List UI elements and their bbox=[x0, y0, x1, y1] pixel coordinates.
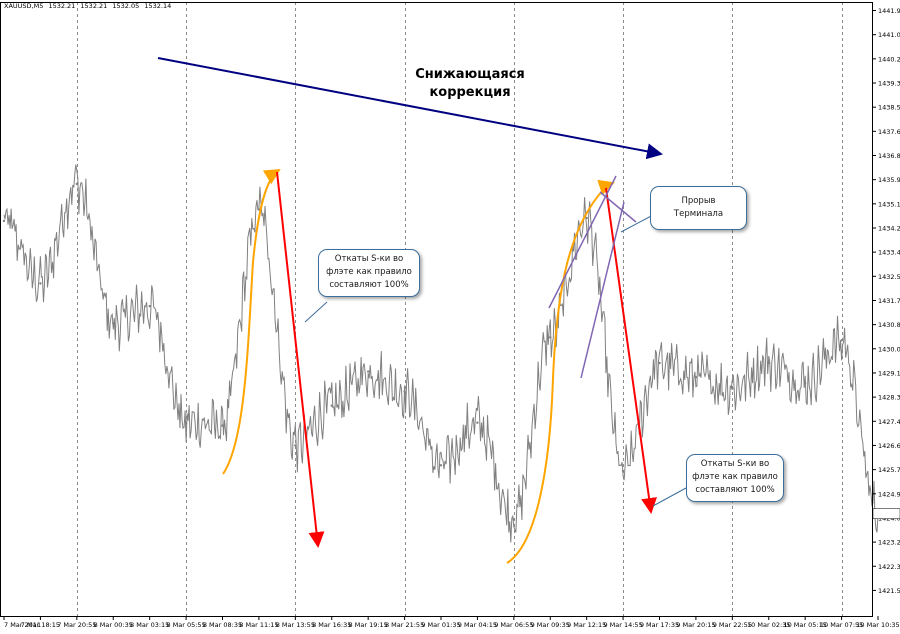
y-tick-label: 1424.90 bbox=[878, 490, 900, 498]
down-swing-right[interactable] bbox=[606, 188, 651, 512]
x-tick-label: 8 Mar 00:35 bbox=[94, 621, 133, 629]
price-point bbox=[403, 390, 405, 392]
callout-left-line3: составляют 100% bbox=[323, 279, 415, 292]
channel-line-2[interactable] bbox=[581, 202, 624, 378]
symbol-label: XAUUSD,M5 bbox=[4, 2, 43, 10]
y-tick-label: 1438.50 bbox=[878, 104, 900, 112]
correction-title[interactable]: Снижающаяся коррекция bbox=[400, 66, 540, 102]
drawing-objects bbox=[158, 58, 686, 563]
y-tick-label: 1423.20 bbox=[878, 539, 900, 547]
y-tick-label: 1427.45 bbox=[878, 418, 900, 426]
y-tick-label: 1430.00 bbox=[878, 345, 900, 353]
y-tick-label: 1430.85 bbox=[878, 321, 900, 329]
x-tick-label: 9 Mar 04:15 bbox=[458, 621, 497, 629]
y-tick-label: 1439.35 bbox=[878, 80, 900, 88]
x-tick-label: 9 Mar 20:15 bbox=[676, 621, 715, 629]
y-tick-label: 1435.10 bbox=[878, 200, 900, 208]
y-tick-label: 1437.65 bbox=[878, 128, 900, 136]
x-tick-label: 8 Mar 16:35 bbox=[312, 621, 351, 629]
x-tick-label: 8 Mar 11:15 bbox=[239, 621, 278, 629]
x-tick-label: 9 Mar 01:35 bbox=[421, 621, 460, 629]
correction-title-line1: Снижающаяся bbox=[400, 66, 540, 84]
down-swing-left[interactable] bbox=[277, 172, 318, 546]
price-point bbox=[695, 376, 697, 378]
x-tick-label: 7 Mar 20:55 bbox=[57, 621, 96, 629]
callout-left[interactable]: Откаты S-ки во флэте как правило составл… bbox=[318, 249, 420, 297]
callout-breakout-line2: Терминала bbox=[655, 208, 742, 221]
x-tick-label: 9 Mar 17:35 bbox=[640, 621, 679, 629]
price-point bbox=[622, 470, 624, 472]
callout-right-line2: флэте как правило bbox=[691, 471, 779, 484]
price-point bbox=[549, 336, 551, 338]
x-tick-label: 7 Mar 18:15 bbox=[21, 621, 60, 629]
price-point bbox=[476, 422, 478, 424]
x-tick-label: 9 Mar 12:15 bbox=[567, 621, 606, 629]
y-tick-label: 1422.35 bbox=[878, 563, 900, 571]
x-tick-label: 9 Mar 09:35 bbox=[531, 621, 570, 629]
callout-right[interactable]: Откаты S-ки во флэте как правило составл… bbox=[686, 454, 784, 502]
low-price: 1532.05 bbox=[112, 2, 139, 10]
price-point bbox=[440, 464, 442, 466]
price-point bbox=[585, 217, 587, 219]
y-tick-label: 1428.30 bbox=[878, 394, 900, 402]
price-point bbox=[221, 424, 223, 426]
last-price-tag bbox=[873, 509, 900, 519]
x-tick-label: 9 Mar 14:55 bbox=[603, 621, 642, 629]
open-price: 1532.21 bbox=[48, 2, 75, 10]
y-tick-label: 1432.55 bbox=[878, 273, 900, 281]
callout-breakout[interactable]: Прорыв Терминала bbox=[650, 186, 747, 230]
y-tick-label: 1431.70 bbox=[878, 297, 900, 305]
y-tick-label: 1436.80 bbox=[878, 152, 900, 160]
x-tick-label: 8 Mar 21:55 bbox=[385, 621, 424, 629]
price-point bbox=[112, 322, 114, 324]
price-point bbox=[331, 404, 333, 406]
callout-right-line3: составляют 100% bbox=[691, 484, 779, 497]
x-tick-label: 8 Mar 05:55 bbox=[166, 621, 205, 629]
callout-breakout-line1: Прорыв bbox=[655, 195, 742, 208]
y-tick-label: 1425.75 bbox=[878, 466, 900, 474]
price-point bbox=[185, 422, 187, 424]
y-tick-label: 1435.95 bbox=[878, 176, 900, 184]
x-tick-label: 8 Mar 13:55 bbox=[276, 621, 315, 629]
channel-line-3[interactable] bbox=[600, 192, 636, 222]
callout-right-line1: Откаты S-ки во bbox=[691, 458, 779, 471]
price-point bbox=[294, 444, 296, 446]
callout-left-line1: Откаты S-ки во bbox=[323, 253, 415, 266]
channel-line-1[interactable] bbox=[549, 176, 616, 308]
price-point bbox=[513, 518, 515, 520]
high-price: 1532.21 bbox=[80, 2, 107, 10]
up-swing-left[interactable] bbox=[223, 170, 279, 474]
price-point bbox=[658, 362, 660, 364]
y-tick-label: 1440.20 bbox=[878, 55, 900, 63]
callout-right-pointer bbox=[653, 488, 686, 506]
price-point bbox=[76, 183, 78, 185]
y-tick-label: 1434.25 bbox=[878, 224, 900, 232]
price-point bbox=[39, 282, 41, 284]
x-tick-label: 8 Mar 03:15 bbox=[130, 621, 169, 629]
x-tick-label: 8 Mar 08:35 bbox=[203, 621, 242, 629]
correction-title-line2: коррекция bbox=[400, 84, 540, 102]
y-tick-label: 1421.50 bbox=[878, 587, 900, 595]
y-tick-label: 1429.15 bbox=[878, 369, 900, 377]
price-point bbox=[367, 370, 369, 372]
callout-left-line2: флэте как правило bbox=[323, 266, 415, 279]
price-point bbox=[840, 339, 842, 341]
x-tick-label: 8 Mar 19:15 bbox=[349, 621, 388, 629]
price-point bbox=[3, 220, 5, 222]
y-tick-label: 1441.90 bbox=[878, 7, 900, 15]
y-tick-label: 1426.60 bbox=[878, 442, 900, 450]
x-tick-label: 9 Mar 06:55 bbox=[494, 621, 533, 629]
symbol-header: XAUUSD,M5 1532.21 1532.21 1532.05 1532.1… bbox=[4, 2, 174, 10]
y-tick-label: 1433.40 bbox=[878, 249, 900, 257]
close-price: 1532.14 bbox=[144, 2, 171, 10]
price-point bbox=[731, 387, 733, 389]
price-point bbox=[804, 382, 806, 384]
price-point bbox=[768, 362, 770, 364]
y-tick-label: 1441.05 bbox=[878, 31, 900, 39]
price-point bbox=[148, 305, 150, 307]
callout-left-pointer bbox=[305, 302, 327, 322]
x-tick-label: 10 Mar 10:35 bbox=[856, 621, 899, 629]
up-swing-right[interactable] bbox=[507, 183, 613, 563]
